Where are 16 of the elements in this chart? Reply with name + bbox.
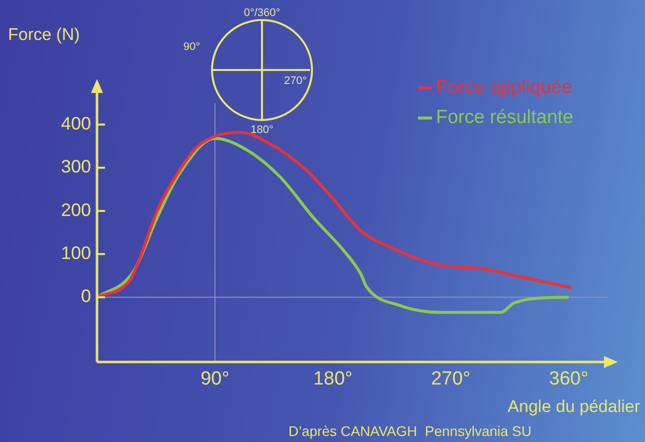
legend-label: Force appliquée: [436, 77, 572, 98]
y-tick-label: 0: [80, 286, 91, 306]
y-axis-title: Force (N): [8, 25, 80, 44]
y-tick-label: 200: [60, 200, 91, 220]
y-tick-label: 100: [60, 243, 91, 264]
x-tick-label: 270°: [431, 368, 470, 390]
x-tick-label: 90°: [200, 368, 230, 390]
x-tick-label: 180°: [313, 368, 352, 390]
crank-circle-diagram: 0°/360° 90° 270° 180°: [175, 0, 325, 140]
y-tick-label: 300: [60, 156, 91, 177]
annotation: 180°: [250, 124, 274, 136]
legend-label: Force résultante: [436, 107, 574, 128]
x-axis-title: Angle du pédalier: [508, 397, 640, 416]
x-tick-label: 360°: [549, 368, 588, 390]
y-tick-label: 400: [60, 114, 91, 134]
text: D’après CANAVAGH Pennsylvania SU: [288, 423, 532, 439]
